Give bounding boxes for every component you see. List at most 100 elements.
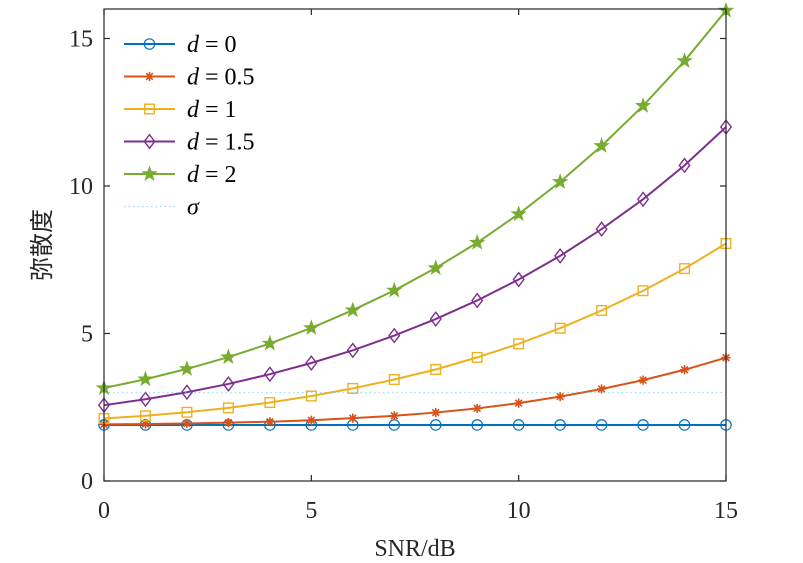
data-point (389, 411, 399, 421)
x-tick-label: 15 (714, 498, 738, 524)
data-point (388, 327, 401, 344)
legend-label: σ (187, 195, 200, 221)
legend-label-rest: = 1 (199, 97, 237, 123)
data-point (510, 205, 527, 221)
data-point (305, 390, 317, 402)
data-point (679, 365, 690, 375)
data-point (180, 384, 194, 401)
legend-label-rest: = 2 (199, 162, 237, 188)
data-point (347, 382, 359, 394)
data-point (182, 418, 192, 429)
legend-item: d = 1.5 (124, 130, 255, 156)
data-point (512, 419, 525, 431)
legend-item: σ (124, 195, 200, 221)
legend-marker (141, 165, 158, 181)
legend-label-var: d (187, 162, 200, 188)
x-tick-label: 0 (98, 498, 110, 524)
data-point (471, 419, 483, 431)
data-point (595, 221, 608, 238)
data-point (595, 419, 608, 431)
data-point (551, 173, 569, 189)
data-point (554, 322, 566, 334)
data-point (679, 263, 691, 275)
data-point (137, 370, 154, 387)
y-tick-label: 10 (69, 174, 93, 200)
data-point (429, 311, 442, 327)
legend-label: d = 0.5 (187, 65, 255, 91)
y-tick-label: 0 (81, 469, 93, 495)
data-point (344, 301, 361, 318)
legend-item: d = 1 (124, 97, 237, 123)
data-point (471, 292, 484, 309)
data-point (263, 366, 276, 383)
data-point (676, 52, 693, 68)
data-point (637, 419, 649, 431)
legend-marker (143, 38, 156, 50)
data-point (220, 348, 237, 365)
series-0 (98, 419, 732, 431)
legend-item: d = 0.5 (124, 65, 255, 91)
data-point (678, 419, 691, 431)
data-point (181, 406, 193, 418)
data-point (306, 415, 316, 425)
data-point (634, 97, 652, 113)
data-point (597, 384, 607, 394)
data-point (427, 259, 444, 275)
data-point (139, 410, 151, 422)
data-point (264, 397, 276, 409)
data-point (636, 191, 650, 208)
series-4 (95, 1, 735, 396)
data-point (554, 419, 566, 431)
x-tick-label: 10 (507, 498, 531, 524)
series-line (103, 9, 727, 390)
x-tick-label: 5 (305, 498, 317, 524)
legend-marker (143, 133, 156, 150)
legend-marker (143, 103, 155, 115)
data-point (261, 334, 279, 351)
legend-label-var: d (187, 32, 200, 58)
data-point (469, 234, 486, 250)
data-point (637, 285, 649, 297)
data-point (348, 413, 358, 423)
data-point (223, 417, 233, 428)
data-point (430, 363, 442, 375)
data-point (554, 247, 567, 264)
data-point (512, 271, 525, 288)
data-point (638, 375, 648, 385)
legend-marker (144, 71, 155, 82)
series-line (103, 356, 727, 426)
data-point (514, 398, 524, 408)
legend-label-var: σ (187, 195, 200, 221)
legend-label-var: d (187, 97, 200, 123)
y-axis-label: 弥散度 (29, 209, 56, 281)
legend-label-var: d (187, 130, 200, 156)
data-point (678, 157, 691, 174)
data-point (303, 319, 320, 335)
data-point (305, 355, 318, 371)
ticks-layer: 0 5 10 15 0 5 10 15 (69, 9, 738, 524)
data-point (222, 375, 235, 392)
legend-item: d = 2 (124, 162, 237, 188)
legend-label: d = 1.5 (187, 130, 255, 156)
data-point (593, 137, 610, 153)
legend-label: d = 0 (187, 32, 237, 58)
data-point (471, 351, 483, 363)
series-line (103, 126, 727, 407)
y-tick-label: 5 (81, 322, 93, 348)
data-point (513, 338, 525, 350)
legend-label-rest: = 0 (199, 32, 237, 58)
data-point (429, 419, 442, 431)
data-point (222, 402, 234, 414)
data-point (140, 419, 151, 429)
legend-label-var: d (187, 65, 200, 91)
data-point (346, 342, 359, 359)
legend-item: d = 0 (124, 32, 237, 58)
data-point (139, 391, 152, 408)
legend: d = 0d = 0.5d = 1d = 1.5d = 2σ (124, 32, 255, 221)
legend-label: d = 2 (187, 162, 237, 188)
data-point (265, 417, 275, 427)
legend-label-rest: = 1.5 (199, 130, 255, 156)
x-axis-label: SNR/dB (374, 536, 455, 562)
data-point (388, 374, 400, 386)
